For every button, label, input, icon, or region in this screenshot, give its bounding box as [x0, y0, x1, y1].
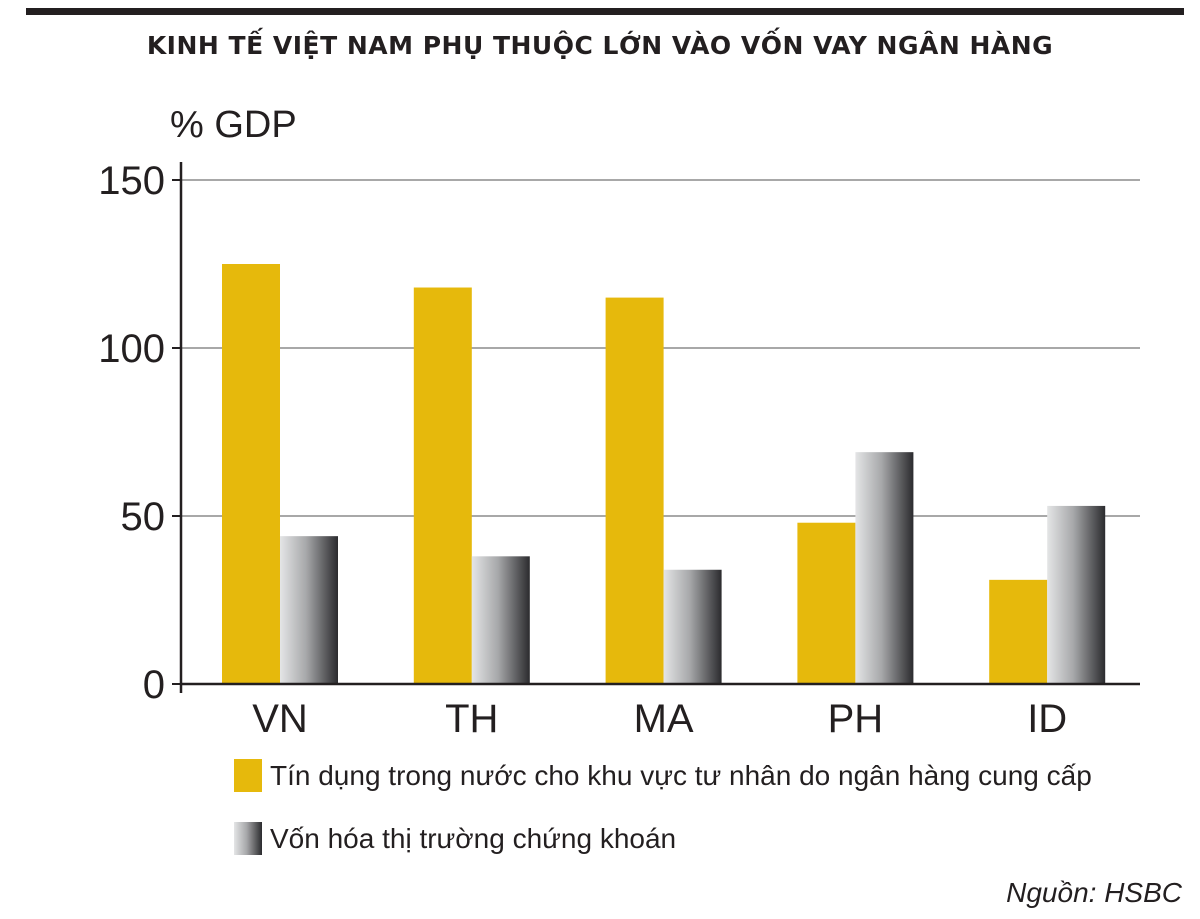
bar-credit-ph: [797, 522, 856, 684]
x-tick-label: TH: [445, 697, 498, 741]
legend-label-market-cap: Vốn hóa thị trường chứng khoán: [270, 822, 677, 854]
bar-chart: 0 50 100 150 VN TH MA PH ID: [98, 159, 1140, 741]
top-rule: [26, 8, 1184, 15]
x-tick-label: ID: [1027, 697, 1067, 741]
x-tick-label: PH: [828, 697, 884, 741]
source-note: Nguồn: HSBC: [1006, 877, 1182, 908]
bar-market-cap-vn: [280, 536, 338, 684]
x-tick-label: VN: [252, 697, 308, 741]
bar-market-cap-ma: [663, 569, 722, 684]
bars: [222, 264, 1106, 684]
bar-credit-vn: [222, 264, 280, 684]
legend-label-credit: Tín dụng trong nước cho khu vực tư nhân …: [270, 759, 1092, 791]
chart-title: KINH TẾ VIỆT NAM PHỤ THUỘC LỚN VÀO VỐN V…: [146, 31, 1054, 60]
y-tick-label: 150: [98, 159, 165, 203]
legend-swatch-market-cap: [234, 822, 262, 855]
axis-labels: 0 50 100 150 VN TH MA PH ID: [98, 159, 1067, 741]
bar-market-cap-id: [1047, 505, 1106, 684]
legend-item-market-cap: Vốn hóa thị trường chứng khoán: [234, 822, 676, 855]
legend-item-credit: Tín dụng trong nước cho khu vực tư nhân …: [234, 759, 1092, 792]
bar-credit-th: [413, 287, 472, 684]
y-tick-label: 50: [121, 495, 166, 539]
bar-credit-id: [989, 579, 1048, 684]
legend-swatch-credit: [234, 759, 262, 792]
y-axis-label: % GDP: [170, 104, 297, 146]
y-tick-label: 100: [98, 327, 165, 371]
bar-credit-ma: [605, 297, 664, 684]
axes: [172, 162, 1140, 693]
x-tick-label: MA: [634, 697, 694, 741]
bar-market-cap-th: [471, 556, 530, 684]
bar-market-cap-ph: [855, 452, 914, 684]
y-tick-label: 0: [143, 663, 165, 707]
